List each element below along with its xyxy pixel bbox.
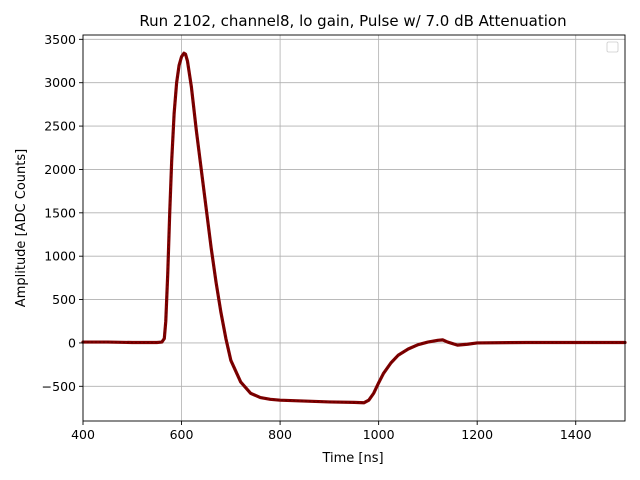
y-tick-label: 2500 bbox=[44, 119, 76, 134]
x-tick-label: 400 bbox=[71, 427, 95, 442]
y-tick-label: 500 bbox=[52, 292, 76, 307]
x-axis-label: Time [ns] bbox=[321, 451, 383, 466]
y-tick-label: −500 bbox=[42, 379, 76, 394]
y-tick-label: 3500 bbox=[44, 32, 76, 47]
y-tick-label: 1000 bbox=[44, 249, 76, 264]
axes-frame bbox=[82, 34, 626, 422]
ticks: 400 600 800 1000 1200 1400 −500 0 500 1000 1500 200… bbox=[42, 32, 592, 442]
x-tick-label: 1000 bbox=[363, 427, 395, 442]
legend-box bbox=[606, 41, 619, 53]
chart-title: Run 2102, channel8, lo gain, Pulse w/ 7.… bbox=[139, 12, 566, 30]
y-tick-label: 1500 bbox=[44, 205, 76, 220]
x-tick-label: 800 bbox=[268, 427, 292, 442]
y-tick-label: 3000 bbox=[44, 75, 76, 90]
x-tick-label: 1400 bbox=[560, 427, 592, 442]
x-tick-label: 600 bbox=[170, 427, 194, 442]
waveform-noise-band bbox=[83, 52, 625, 404]
y-tick-label: 0 bbox=[68, 335, 76, 350]
y-tick-label: 2000 bbox=[44, 162, 76, 177]
x-tick-label: 1200 bbox=[461, 427, 493, 442]
plot-area bbox=[81, 51, 627, 405]
y-axis-label: Amplitude [ADC Counts] bbox=[14, 149, 29, 307]
grid bbox=[82, 35, 625, 421]
